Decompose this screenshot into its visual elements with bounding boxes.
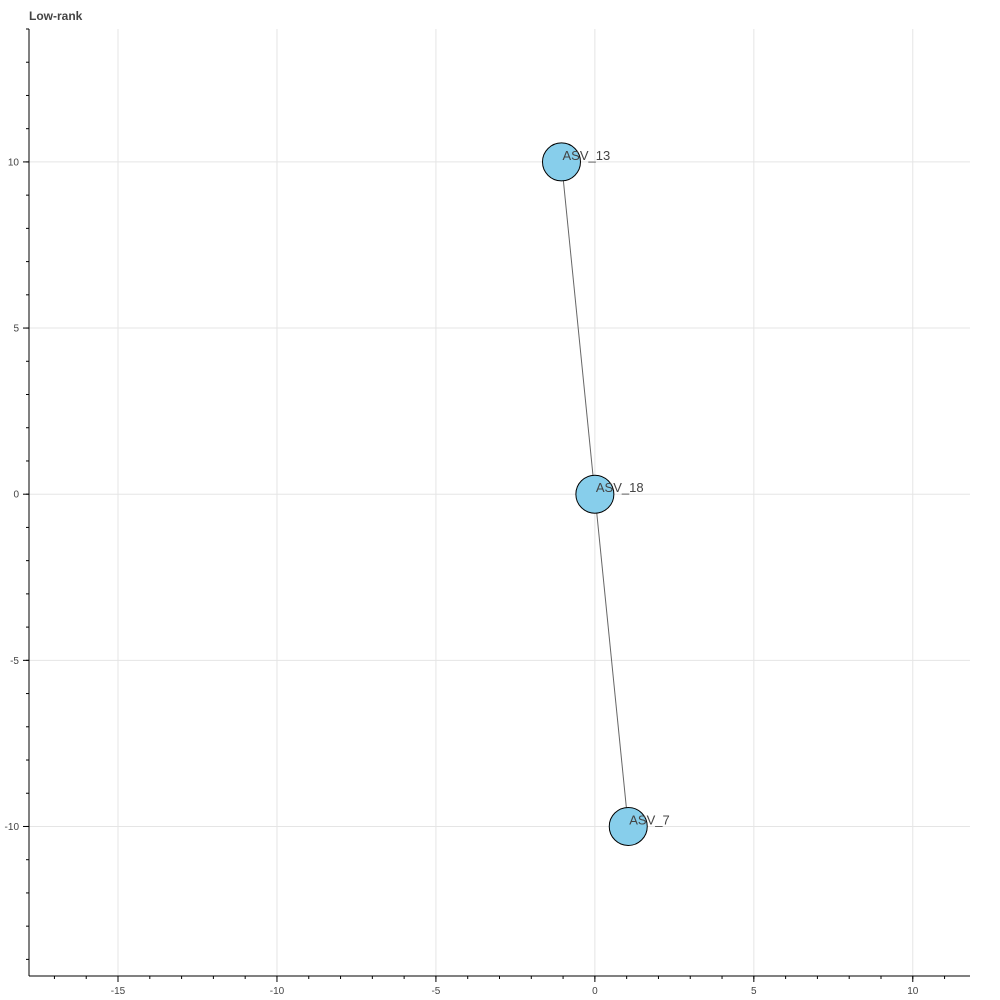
network-edge: [560, 161, 596, 495]
network-node[interactable]: [575, 474, 615, 514]
y-tick-label: 10: [8, 157, 20, 168]
network-node[interactable]: [541, 142, 581, 182]
x-tick-label: 10: [907, 986, 919, 997]
x-tick-label: -15: [111, 986, 126, 997]
x-tick-label: 5: [751, 986, 757, 997]
y-tick-label: 0: [13, 490, 19, 501]
node-label: ASV_13: [562, 148, 610, 163]
y-tick-label: -10: [5, 822, 20, 833]
x-tick-label: 0: [592, 986, 598, 997]
network-node[interactable]: [608, 806, 648, 846]
network-edge: [594, 494, 629, 827]
y-tick-label: -5: [10, 656, 19, 667]
y-tick-label: 5: [13, 324, 19, 335]
node-label: ASV_7: [629, 812, 669, 827]
x-tick-label: -5: [431, 986, 440, 997]
chart-title: Low-rank: [29, 9, 83, 23]
node-label: ASV_18: [596, 480, 644, 495]
x-tick-label: -10: [270, 986, 285, 997]
